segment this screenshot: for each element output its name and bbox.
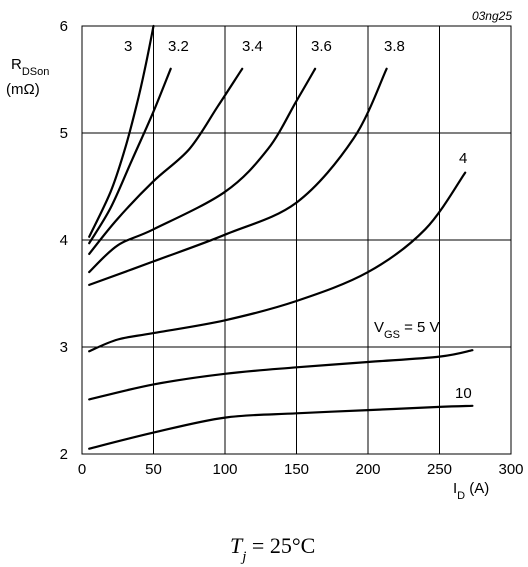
x-tick-label: 200: [355, 461, 380, 478]
curve-label-3: 3: [124, 38, 132, 55]
curve-vgs-3-8: [88, 67, 388, 286]
curve-label-3.4: 3.4: [242, 38, 263, 55]
series-curves: [88, 24, 474, 450]
x-tick-label: 50: [145, 461, 162, 478]
curve-vgs-3-6: [88, 67, 317, 274]
curve-vgs-3-4: [88, 67, 244, 255]
y-tick-label: 5: [60, 125, 68, 142]
y-tick-label: 2: [60, 446, 68, 463]
figure-code: 03ng25: [472, 9, 512, 23]
curve-vgs-10: [88, 404, 474, 450]
x-tick-label: 100: [212, 461, 237, 478]
curve-vgs-4: [88, 171, 467, 353]
curve-label-3.6: 3.6: [311, 38, 332, 55]
temperature-condition: Tj = 25°C: [230, 533, 315, 565]
x-tick-label: 300: [498, 461, 523, 478]
y-tick-labels: 2 3 4 5 6: [60, 18, 68, 463]
y-axis-unit: (mΩ): [6, 81, 40, 98]
curve-label-3.2: 3.2: [168, 38, 189, 55]
curve-label-4: 4: [459, 150, 467, 167]
x-axis-label: ID (A): [453, 480, 489, 502]
curve-label-vgs-5v: VGS = 5 V: [374, 319, 440, 341]
grid: [82, 26, 511, 454]
x-tick-label: 250: [427, 461, 452, 478]
y-axis-label: RDSon: [11, 56, 49, 78]
curve-label-10: 10: [455, 385, 472, 402]
curve-vgs-5: [88, 349, 474, 401]
curve-vgs-3: [88, 24, 155, 238]
plot-frame: [81, 25, 512, 455]
curve-label-3.8: 3.8: [384, 38, 405, 55]
y-tick-label: 6: [60, 18, 68, 35]
curve-vgs-3-2: [88, 67, 172, 245]
x-tick-labels: 0 50 100 150 200 250 300: [78, 461, 524, 478]
x-tick-label: 0: [78, 461, 86, 478]
y-tick-label: 4: [60, 232, 68, 249]
y-tick-label: 3: [60, 339, 68, 356]
x-tick-label: 150: [284, 461, 309, 478]
